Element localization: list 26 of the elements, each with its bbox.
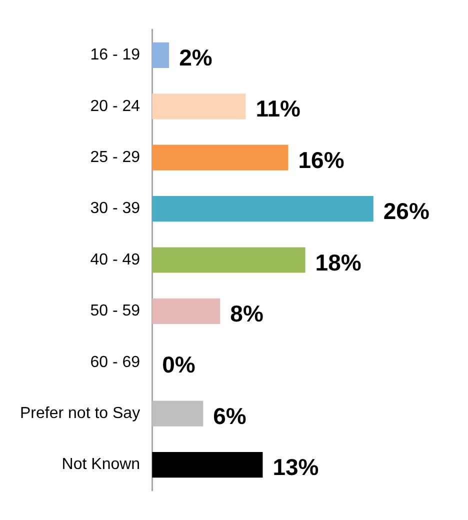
- data-label: 8%: [230, 300, 264, 327]
- y-tick-label: 20 - 24: [90, 98, 140, 115]
- bar: [152, 298, 220, 324]
- data-label: 0%: [162, 352, 196, 378]
- data-label: 11%: [256, 96, 300, 122]
- bar: [152, 42, 170, 68]
- bar: [152, 400, 204, 426]
- bar: [152, 144, 288, 170]
- y-tick-label: 25 - 29: [90, 149, 140, 166]
- bar: [152, 452, 263, 478]
- y-tick-label: 60 - 69: [90, 354, 140, 371]
- data-label: 26%: [383, 198, 430, 224]
- bar: [152, 94, 246, 120]
- data-label: 16%: [298, 146, 344, 173]
- y-tick-label: 30 - 39: [90, 200, 140, 218]
- data-label: 2%: [179, 44, 212, 71]
- bar: [152, 196, 374, 222]
- data-label: 18%: [315, 249, 362, 276]
- y-tick-label: 16 - 19: [90, 46, 140, 64]
- bar: [152, 247, 306, 273]
- y-tick-label: Prefer not to Say: [20, 405, 140, 422]
- data-label: 13%: [272, 454, 319, 480]
- y-tick-label: 40 - 49: [90, 251, 140, 268]
- data-label: 6%: [213, 402, 246, 429]
- y-tick-label: 50 - 59: [90, 302, 140, 320]
- y-tick-label: Not Known: [62, 456, 140, 474]
